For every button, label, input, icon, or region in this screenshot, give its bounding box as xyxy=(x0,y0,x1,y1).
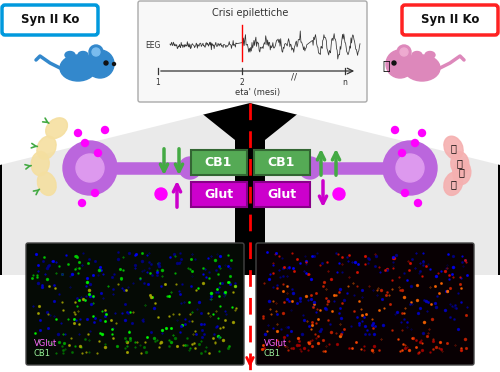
Text: CB1: CB1 xyxy=(268,155,295,169)
Ellipse shape xyxy=(451,152,469,176)
Text: VGlut: VGlut xyxy=(264,339,287,347)
Circle shape xyxy=(402,189,408,196)
Text: 🔥: 🔥 xyxy=(450,143,456,153)
Ellipse shape xyxy=(65,51,75,58)
Text: EEG: EEG xyxy=(145,41,160,49)
Text: Glut: Glut xyxy=(204,187,233,201)
FancyBboxPatch shape xyxy=(254,150,310,174)
Ellipse shape xyxy=(453,161,471,185)
Circle shape xyxy=(78,199,86,206)
Text: 🔥: 🔥 xyxy=(459,167,464,177)
Text: 1: 1 xyxy=(156,78,160,87)
FancyBboxPatch shape xyxy=(190,182,246,206)
Polygon shape xyxy=(265,108,498,278)
Ellipse shape xyxy=(444,172,462,195)
Ellipse shape xyxy=(444,136,463,159)
Ellipse shape xyxy=(31,152,49,176)
FancyBboxPatch shape xyxy=(2,5,98,35)
Circle shape xyxy=(333,188,345,200)
Circle shape xyxy=(74,129,82,137)
Circle shape xyxy=(86,50,114,78)
FancyBboxPatch shape xyxy=(26,243,244,365)
Text: Crisi epilettiche: Crisi epilettiche xyxy=(212,8,288,18)
Text: //: // xyxy=(290,73,296,82)
Ellipse shape xyxy=(412,51,422,58)
Circle shape xyxy=(383,141,437,195)
Text: 🔥: 🔥 xyxy=(382,60,390,73)
Circle shape xyxy=(392,126,398,134)
Circle shape xyxy=(76,154,104,182)
Circle shape xyxy=(92,48,100,56)
Circle shape xyxy=(392,61,396,65)
Circle shape xyxy=(179,157,201,179)
FancyBboxPatch shape xyxy=(402,5,498,35)
Text: 2: 2 xyxy=(240,78,244,87)
Text: 🔥: 🔥 xyxy=(450,179,456,189)
Circle shape xyxy=(397,45,411,59)
Circle shape xyxy=(400,48,408,56)
Circle shape xyxy=(386,50,414,78)
Circle shape xyxy=(63,141,117,195)
Circle shape xyxy=(414,199,422,206)
Text: Glut: Glut xyxy=(267,187,296,201)
Polygon shape xyxy=(2,108,235,278)
Text: CB1: CB1 xyxy=(264,349,281,357)
Ellipse shape xyxy=(46,118,68,138)
Circle shape xyxy=(112,62,116,65)
Ellipse shape xyxy=(37,136,56,159)
Circle shape xyxy=(104,61,108,65)
Circle shape xyxy=(299,157,321,179)
Ellipse shape xyxy=(38,172,56,195)
Text: 🔥: 🔥 xyxy=(457,158,462,169)
Circle shape xyxy=(94,150,102,157)
Text: Syn II Ko: Syn II Ko xyxy=(421,13,479,26)
Text: n: n xyxy=(342,78,347,87)
Ellipse shape xyxy=(425,51,435,58)
Ellipse shape xyxy=(78,51,88,58)
Polygon shape xyxy=(0,103,500,275)
Ellipse shape xyxy=(404,55,440,81)
Circle shape xyxy=(412,140,418,147)
Circle shape xyxy=(92,189,98,196)
Text: CB1: CB1 xyxy=(205,155,232,169)
FancyBboxPatch shape xyxy=(256,243,474,365)
Circle shape xyxy=(155,188,167,200)
Text: VGlut: VGlut xyxy=(34,339,57,347)
FancyBboxPatch shape xyxy=(190,150,246,174)
Circle shape xyxy=(82,140,88,147)
Circle shape xyxy=(89,45,103,59)
Text: eta' (mesi): eta' (mesi) xyxy=(235,88,280,97)
FancyBboxPatch shape xyxy=(138,1,367,102)
Circle shape xyxy=(102,126,108,134)
FancyBboxPatch shape xyxy=(254,182,310,206)
Circle shape xyxy=(396,154,424,182)
Circle shape xyxy=(398,150,406,157)
Text: CB1: CB1 xyxy=(34,349,51,357)
Circle shape xyxy=(418,129,426,137)
Text: Syn II Ko: Syn II Ko xyxy=(21,13,79,26)
Ellipse shape xyxy=(60,55,96,81)
